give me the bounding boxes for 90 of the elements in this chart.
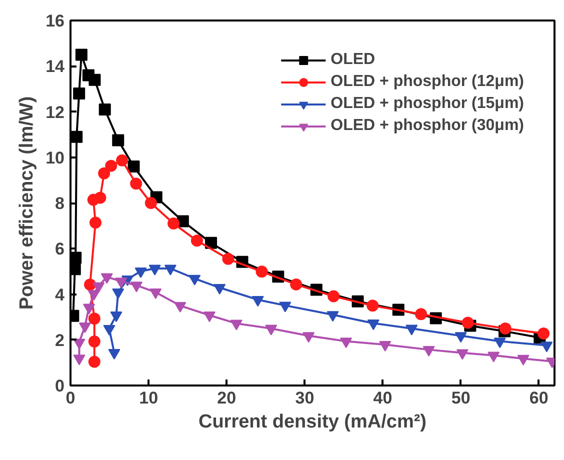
- point: [94, 192, 106, 204]
- point: [128, 160, 140, 172]
- point: [78, 322, 91, 334]
- point: [73, 338, 86, 350]
- point: [115, 278, 128, 288]
- point: [203, 312, 216, 322]
- point: [302, 332, 315, 343]
- point: [252, 296, 264, 307]
- x-tick-label: 40: [373, 388, 392, 408]
- x-axis-title: Current density (mA/cm²): [198, 412, 427, 432]
- point: [148, 264, 161, 276]
- point: [415, 308, 428, 320]
- y-tick-label: 14: [46, 57, 66, 76]
- y-tick-label: 4: [55, 285, 66, 304]
- point: [340, 338, 352, 348]
- point: [499, 322, 512, 334]
- point: [89, 216, 102, 229]
- point: [462, 316, 474, 329]
- point: [100, 273, 113, 284]
- point: [205, 236, 218, 249]
- point: [214, 284, 226, 294]
- point: [144, 197, 157, 209]
- point: [88, 356, 100, 368]
- y-tick-label: 2: [55, 330, 65, 350]
- point: [130, 282, 142, 292]
- point: [188, 274, 201, 286]
- point: [230, 320, 242, 330]
- legend-label: OLED + phosphor (30μm): [330, 117, 524, 135]
- point: [84, 278, 96, 291]
- point: [290, 278, 302, 290]
- y-tick-label: 10: [46, 148, 65, 168]
- point: [88, 312, 100, 325]
- y-axis-title: Power efficiency (lm/W): [16, 96, 38, 310]
- point: [116, 154, 128, 166]
- legend-label: OLED + phosphor (12μm): [330, 73, 524, 91]
- point: [73, 354, 86, 366]
- point: [494, 338, 506, 348]
- point: [366, 300, 379, 312]
- point: [70, 130, 83, 143]
- point: [540, 342, 553, 352]
- point: [454, 332, 467, 343]
- point: [98, 103, 111, 116]
- point: [73, 88, 86, 100]
- point: [256, 266, 268, 278]
- point: [150, 288, 162, 300]
- point: [517, 354, 530, 366]
- point: [112, 288, 124, 300]
- point: [328, 290, 340, 302]
- point: [88, 335, 100, 348]
- point: [88, 74, 101, 86]
- point: [279, 302, 292, 312]
- x-tick-label: 20: [217, 388, 236, 408]
- point: [105, 160, 118, 172]
- point: [168, 218, 180, 230]
- legend-label: OLED: [330, 51, 376, 69]
- point: [174, 302, 186, 313]
- point: [110, 312, 122, 322]
- point: [112, 134, 124, 146]
- point: [98, 167, 110, 180]
- point: [130, 178, 142, 190]
- y-tick-label: 12: [46, 102, 65, 122]
- point: [422, 346, 435, 357]
- point: [83, 304, 95, 314]
- y-tick-label: 16: [46, 12, 65, 30]
- y-tick-label: 0: [55, 376, 65, 396]
- point: [92, 282, 105, 293]
- y-tick-label: 8: [55, 194, 65, 213]
- x-tick-label: 10: [139, 388, 158, 408]
- point: [164, 264, 176, 276]
- point: [406, 324, 418, 336]
- y-tick-label: 6: [55, 240, 65, 259]
- point: [456, 349, 468, 360]
- point: [326, 311, 339, 322]
- legend-label: OLED + phosphor (15μm): [330, 95, 524, 113]
- point: [190, 234, 203, 247]
- x-tick-label: 50: [451, 388, 470, 408]
- x-tick-label: 30: [295, 388, 314, 408]
- point: [265, 324, 278, 336]
- point: [488, 352, 500, 362]
- point: [108, 348, 120, 360]
- point: [222, 252, 234, 265]
- point: [538, 328, 550, 340]
- point: [75, 48, 88, 61]
- x-tick-label: 60: [529, 388, 548, 408]
- point: [134, 268, 147, 278]
- point: [88, 290, 100, 301]
- point: [367, 320, 380, 330]
- point: [379, 340, 392, 352]
- point: [70, 252, 82, 264]
- point: [103, 325, 116, 336]
